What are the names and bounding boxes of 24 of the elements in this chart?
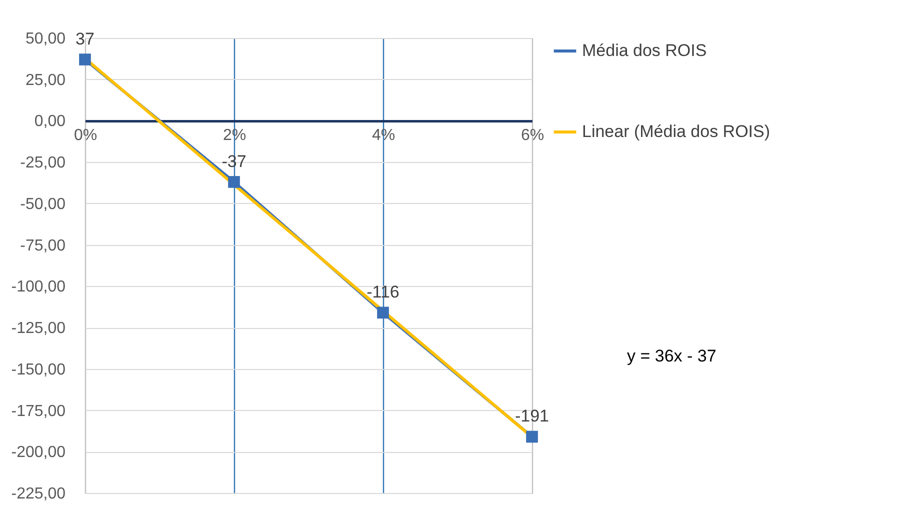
y-tick-label: -75,00 <box>20 237 66 254</box>
y-tick-label: -125,00 <box>11 320 66 338</box>
x-tick-label: 0% <box>74 127 98 144</box>
point <box>228 176 240 188</box>
text: y = 36x - 37 <box>627 346 716 366</box>
y-tick-label: -25,00 <box>20 154 66 172</box>
data-label: 37 <box>76 30 94 49</box>
data-label: -37 <box>222 152 246 171</box>
legend-label: Linear (Média dos ROIS) <box>582 122 770 141</box>
y-tick-label: -50,00 <box>20 196 66 213</box>
y-tick-label: -200,00 <box>11 444 66 462</box>
point <box>377 306 389 319</box>
point <box>79 54 91 66</box>
y-tick-label: -100,00 <box>11 278 66 296</box>
y-tick-label: -225,00 <box>11 486 66 502</box>
legend-label: Média dos ROIS <box>582 41 707 60</box>
y-tick-label: -175,00 <box>11 402 66 420</box>
y-tick-label: -150,00 <box>11 361 66 378</box>
y-tick-label: 25,00 <box>25 72 66 89</box>
x-tick-label: 6% <box>520 127 544 144</box>
data-label: -191 <box>514 406 550 426</box>
point <box>526 430 538 443</box>
y-tick-label: 50,00 <box>25 30 66 48</box>
y-tick-label: 0,00 <box>34 113 66 130</box>
